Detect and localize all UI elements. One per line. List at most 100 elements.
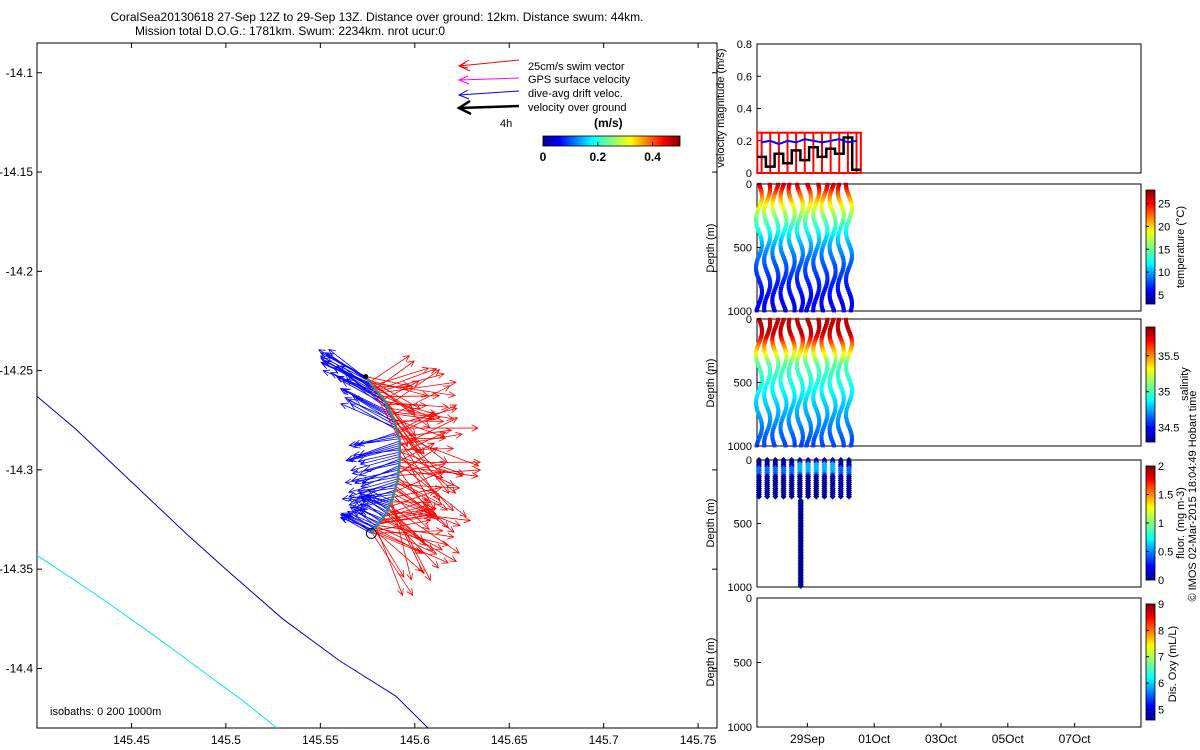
profile-point [831, 182, 836, 187]
legend-vog-icon [456, 99, 520, 116]
swim-vector-head [427, 411, 436, 418]
profile-point [845, 286, 850, 291]
profile-point [824, 221, 829, 225]
swim-vector [398, 463, 446, 473]
profile-point [773, 374, 777, 379]
profile-point [816, 182, 821, 187]
drift-vector [348, 376, 389, 408]
profile-point [829, 237, 833, 242]
profile-point [796, 417, 800, 421]
profile-point [837, 199, 842, 203]
swim-vector-head [430, 447, 439, 454]
profile-point [822, 423, 827, 428]
profile-point [797, 401, 801, 405]
fluor-cblabel: fluor. (mg m-3) [1175, 487, 1187, 559]
profile-point [837, 429, 842, 434]
profile-point [809, 290, 813, 295]
profile-point [759, 188, 764, 193]
profile-point [804, 443, 809, 448]
swim-vector [394, 470, 446, 493]
drift-vector [340, 388, 393, 417]
profile-point [844, 227, 849, 232]
drift-vectors [317, 348, 400, 534]
profile-point [821, 443, 825, 448]
profile-point [806, 437, 811, 442]
profile-point [815, 427, 820, 432]
profile-point [828, 193, 833, 197]
drift-vector-head [345, 455, 354, 463]
profile-point [796, 419, 801, 423]
profile-point [800, 389, 805, 393]
profile-point [782, 439, 787, 444]
profile-point [820, 294, 825, 299]
profile-point [789, 199, 794, 203]
profile-point [799, 211, 804, 215]
title-line-1: CoralSea20130618 27-Sep 12Z to 29-Sep 13… [111, 10, 644, 24]
profile-point [779, 247, 784, 252]
profile-point [757, 386, 762, 391]
profile-point [764, 201, 769, 205]
profile-point [846, 354, 851, 358]
drift-vector [341, 516, 372, 534]
profile-point [762, 304, 767, 309]
profile-point [846, 423, 851, 428]
profile-point [763, 251, 768, 256]
profile-point [836, 241, 841, 246]
profile-point [800, 334, 805, 338]
profile-point [828, 384, 833, 389]
velocity-ylabel: velocity magnitude (m/s) [715, 48, 727, 167]
swim-vector-head [422, 421, 431, 429]
profile-point [833, 407, 838, 411]
profile-point [824, 272, 829, 276]
profile-point [773, 237, 778, 242]
profile-point [790, 221, 795, 225]
profile-point [830, 209, 835, 213]
profile-point [841, 350, 846, 354]
profile-point [811, 350, 816, 354]
profile-point [833, 399, 837, 403]
profile-panels: 00.20.40.60.8 velocity magnitude (m/s) 0… [705, 39, 1199, 746]
profile-point [754, 407, 759, 411]
drift-velocity-line [761, 138, 857, 146]
profile-point [770, 386, 775, 391]
profile-point [845, 221, 850, 225]
speed-colorbar-bar [542, 135, 681, 147]
swim-vector-head [447, 525, 455, 533]
profile-point [766, 378, 771, 383]
profile-point [820, 395, 825, 399]
profile-point [838, 274, 843, 278]
fluor-ylabel: Depth (m) [705, 499, 717, 548]
profile-point [797, 352, 802, 356]
swim-vector-head [448, 486, 457, 494]
profile-point [807, 235, 812, 240]
profile-point [786, 184, 791, 189]
profile-point [786, 421, 791, 426]
profile-point [849, 300, 854, 305]
profile-point [849, 247, 854, 252]
swim-vector [398, 434, 479, 467]
profile-point [819, 439, 824, 444]
profile-point [758, 296, 763, 301]
profile-point [778, 334, 783, 338]
profile-point [800, 199, 805, 203]
profile-point [836, 330, 841, 334]
drift-vector-head [347, 399, 356, 406]
track-line [364, 375, 401, 535]
profile-point [792, 264, 797, 268]
profile-point [774, 235, 779, 240]
depth-ytick-label: 500 [734, 378, 752, 390]
drift-vector [350, 403, 397, 431]
profile-point [788, 195, 792, 199]
profile-point [788, 427, 793, 432]
profile-point [772, 423, 777, 428]
profile-point [767, 413, 772, 417]
profile-point [765, 245, 770, 250]
profile-point [797, 286, 802, 291]
profile-point [780, 186, 785, 191]
swim-vector [382, 517, 443, 551]
swim-vector-head [473, 466, 482, 474]
drift-vector [362, 500, 384, 518]
profile-point [763, 298, 768, 303]
profile-point [803, 272, 808, 276]
profile-point [800, 342, 805, 346]
